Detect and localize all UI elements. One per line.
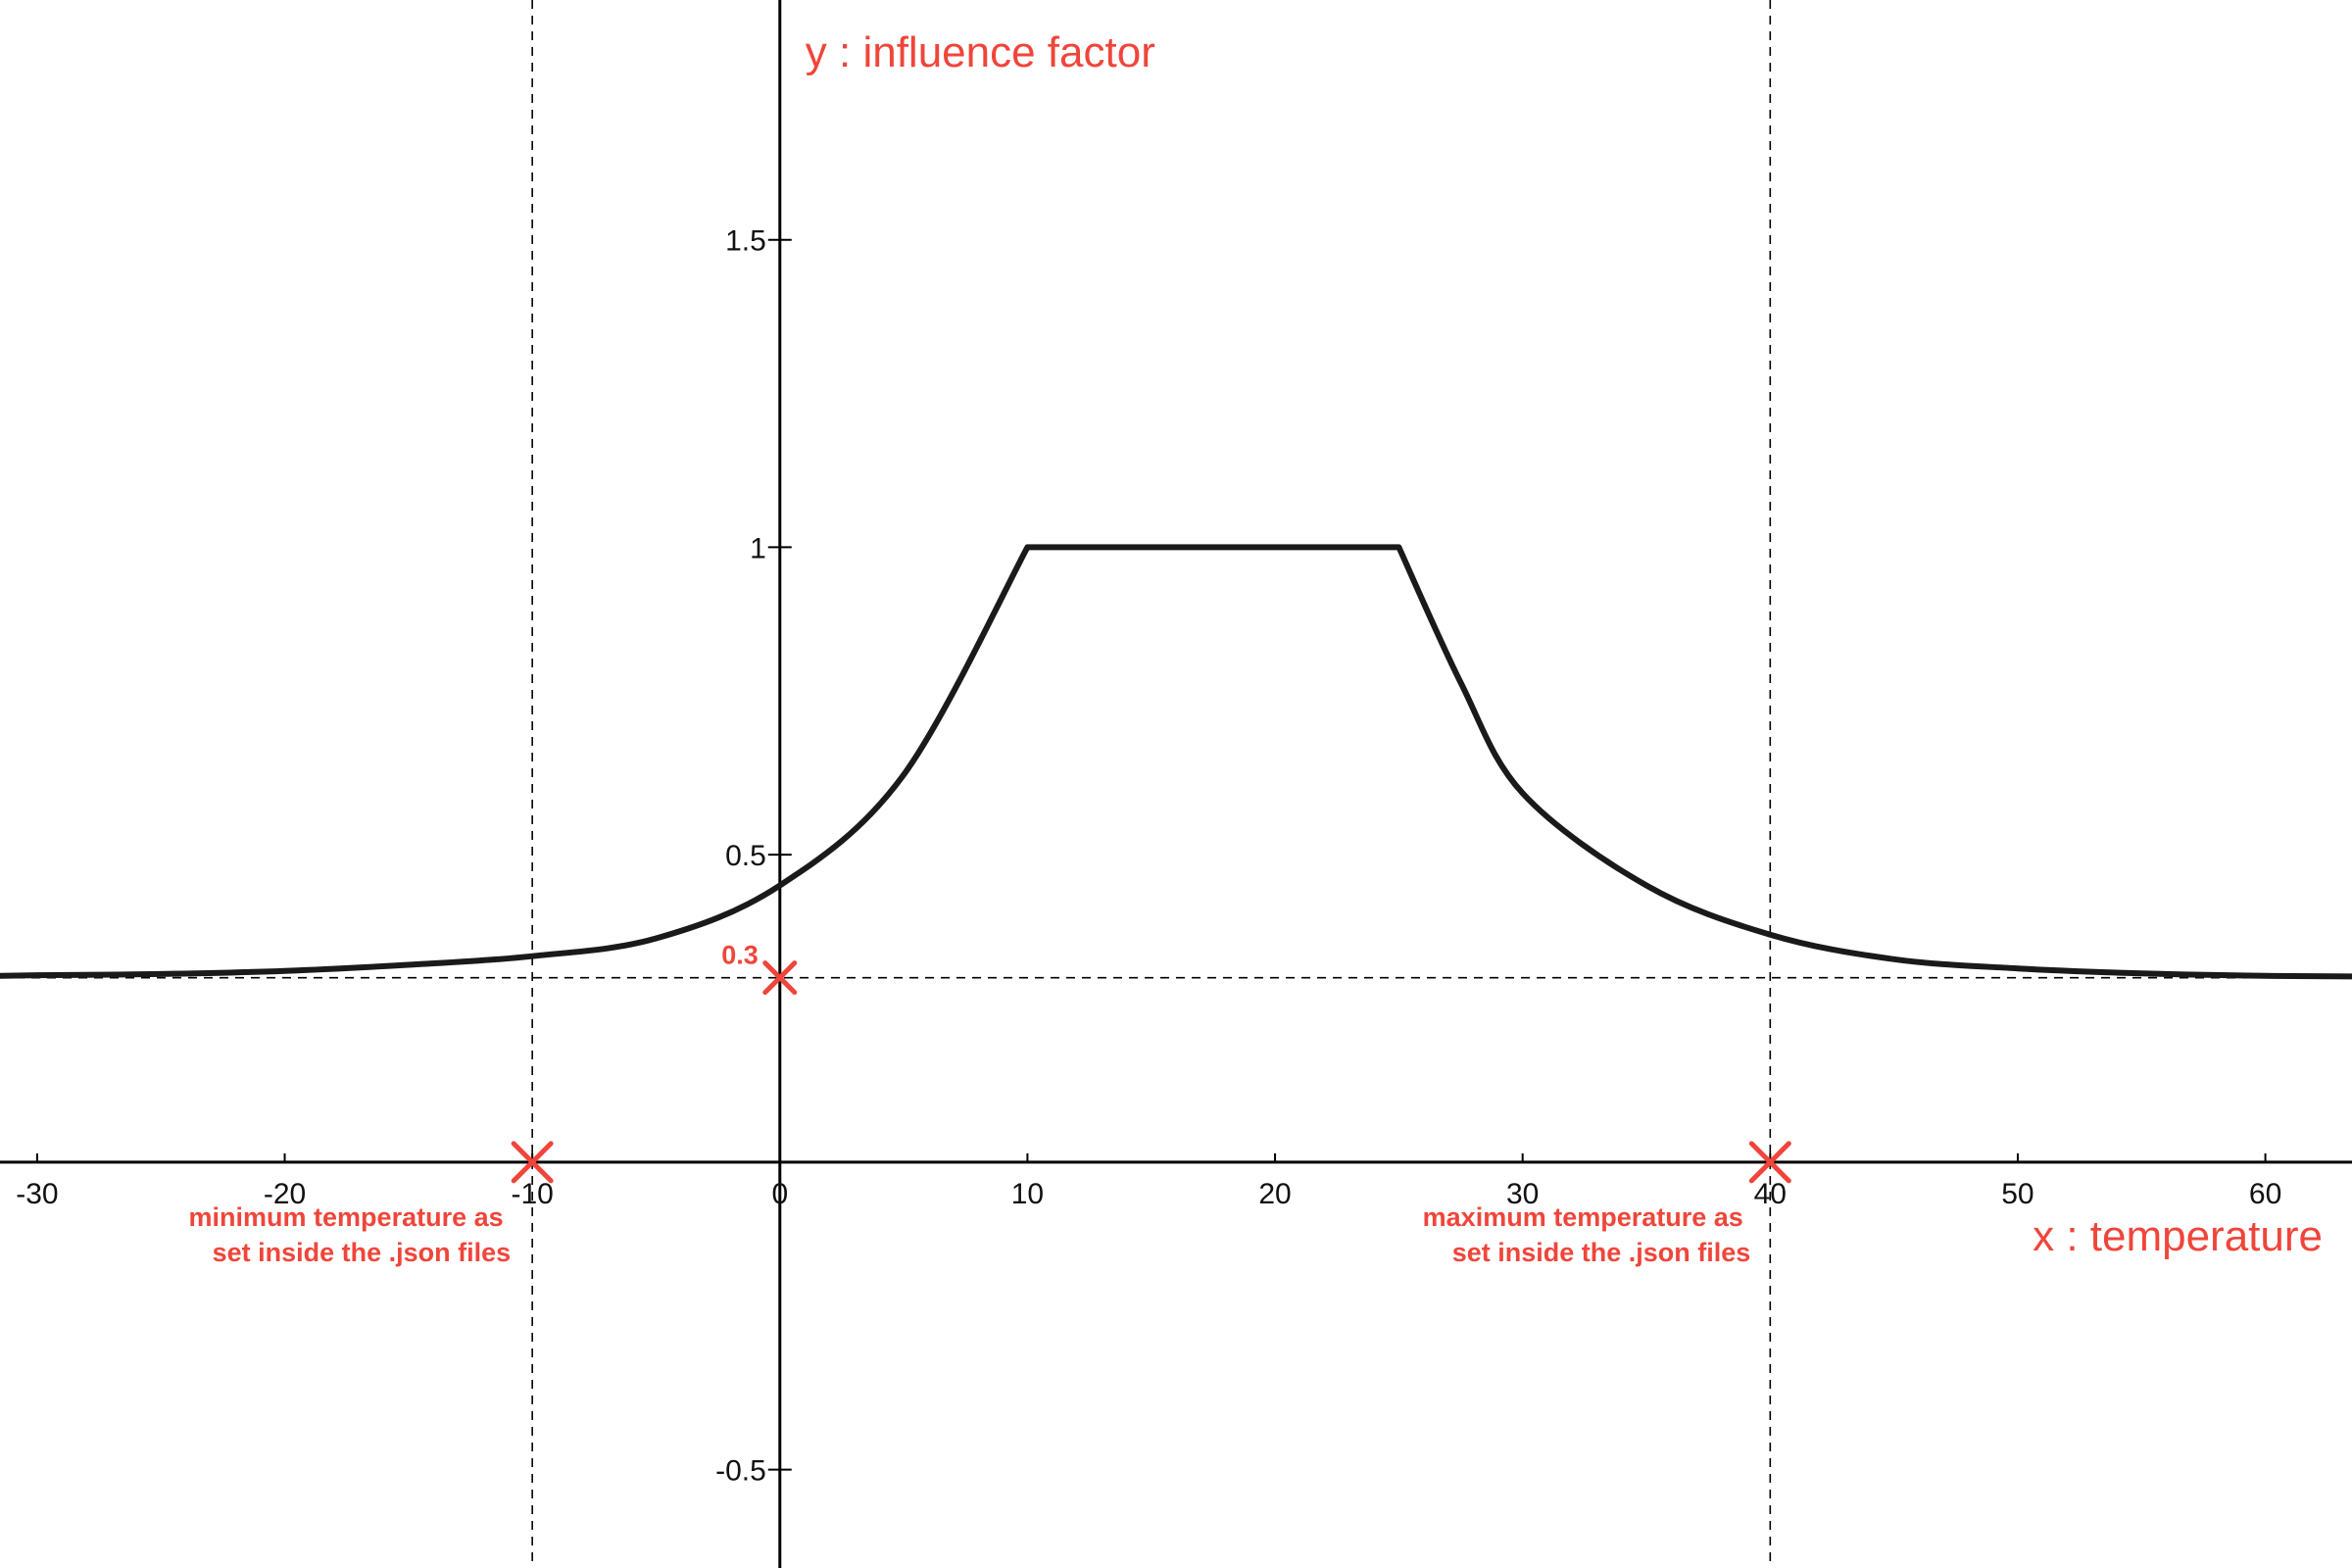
x-tick-label: -10: [511, 1178, 553, 1210]
curve-layer: [0, 544, 2352, 980]
x-tick-label: 10: [1011, 1178, 1044, 1210]
cross-marker-stroke: [511, 1141, 554, 1184]
x-tick-label: -20: [264, 1178, 306, 1210]
x-axis-title: x : temperature: [2033, 1212, 2323, 1260]
markers: [511, 960, 1791, 1184]
ticks: -30 -20 -10 0 10 20 30 40 50 60 -0.5 0.5 1 1.5: [16, 225, 2281, 1488]
cross-marker: [511, 1141, 554, 1184]
cross-marker-stroke: [1748, 1141, 1791, 1184]
cross-marker: [762, 960, 798, 996]
y-tick-label: 0.5: [725, 840, 766, 872]
y-tick-label: 1: [750, 532, 766, 564]
x-tick-label: 60: [2249, 1178, 2281, 1210]
y-tick-label: -0.5: [715, 1455, 766, 1488]
y-axis-title: y : influence factor: [806, 28, 1155, 76]
cross-marker: [1748, 1141, 1791, 1184]
baseline-marker-label: 0.3: [721, 941, 759, 970]
min-temperature-annotation: minimum temperature as set inside the .j…: [189, 1202, 512, 1267]
max-temperature-annotation-line-1: maximum temperature as: [1423, 1202, 1743, 1232]
y-tick-label: 1.5: [725, 225, 766, 258]
x-tick-label: 50: [2001, 1178, 2034, 1210]
x-tick-label: 30: [1506, 1178, 1539, 1210]
x-tick-label: 20: [1258, 1178, 1291, 1210]
min-temperature-annotation-line-1: minimum temperature as: [189, 1202, 504, 1232]
x-tick-label: 0: [771, 1178, 788, 1210]
max-temperature-annotation: maximum temperature as set inside the .j…: [1423, 1202, 1751, 1267]
x-tick-label: 40: [1754, 1178, 1787, 1210]
cross-marker-stroke: [762, 960, 798, 996]
x-tick-label: -30: [16, 1178, 58, 1210]
min-temperature-annotation-line-2: set inside the .json files: [213, 1238, 512, 1267]
max-temperature-annotation-line-2: set inside the .json files: [1452, 1238, 1751, 1267]
influence-curve: [0, 544, 2352, 980]
